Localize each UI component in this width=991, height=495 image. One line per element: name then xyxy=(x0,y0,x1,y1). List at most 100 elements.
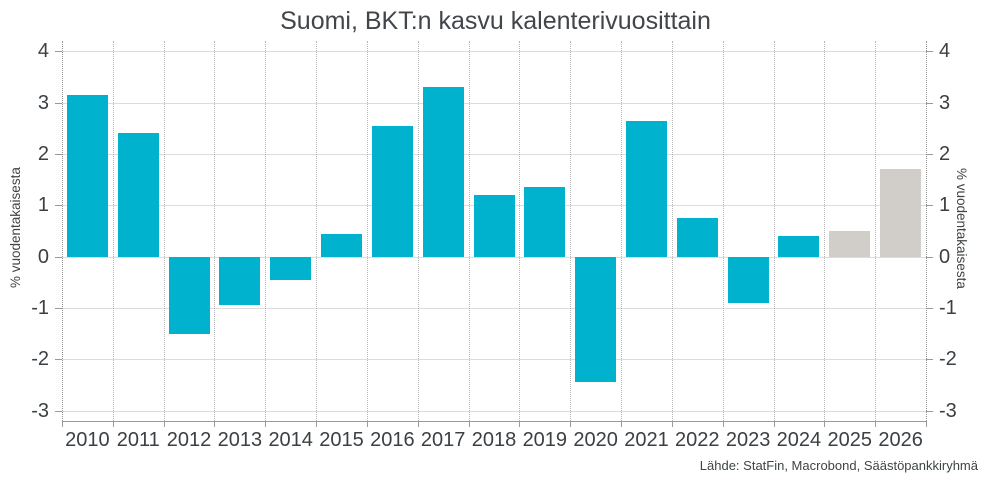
y-axis-tick-left xyxy=(55,308,62,310)
x-axis-tick xyxy=(621,421,623,427)
y-axis-tick-left xyxy=(55,102,62,104)
x-axis-tick xyxy=(112,421,114,427)
x-axis-tick xyxy=(366,421,368,427)
bar-2017 xyxy=(422,87,464,257)
h-gridline xyxy=(62,153,926,155)
y-tick-label-left: -2 xyxy=(31,348,49,371)
x-tick-label: 2011 xyxy=(116,429,160,451)
x-axis-tick xyxy=(671,421,673,427)
x-tick-label: 2014 xyxy=(268,429,313,451)
v-gridline xyxy=(112,41,114,421)
h-gridline xyxy=(62,308,926,310)
x-tick-label: 2017 xyxy=(420,429,466,451)
y-tick-label-left: 3 xyxy=(37,91,49,114)
x-tick-label: 2012 xyxy=(166,429,212,451)
bar-2013 xyxy=(219,256,261,306)
chart-title: Suomi, BKT:n kasvu kalenterivuosittain xyxy=(280,7,711,35)
y-axis-tick-left xyxy=(55,51,62,53)
y-axis-tick-left xyxy=(55,153,62,155)
x-axis-tick xyxy=(468,421,470,427)
y-tick-label-right: -3 xyxy=(939,399,957,422)
x-axis-tick xyxy=(519,421,521,427)
bar-2018 xyxy=(473,195,515,257)
x-axis-line xyxy=(62,421,927,422)
y-tick-label-right: 1 xyxy=(939,194,951,217)
x-tick-label: 2026 xyxy=(878,429,923,451)
x-tick-label: 2022 xyxy=(675,429,720,451)
y-axis-tick-left xyxy=(55,359,62,361)
y-axis-line-left xyxy=(62,41,63,421)
x-axis-tick xyxy=(722,421,724,427)
y-axis-tick-right xyxy=(926,359,933,361)
y-tick-label-left: -1 xyxy=(31,297,49,320)
x-tick-label: 2016 xyxy=(370,429,415,451)
y-tick-label-right: -1 xyxy=(939,297,957,320)
bar-2014 xyxy=(270,256,312,280)
bar-2011 xyxy=(117,133,159,257)
bar-2016 xyxy=(371,125,413,257)
y-tick-label-right: 2 xyxy=(939,142,951,165)
v-gridline xyxy=(417,41,419,421)
bar-2012 xyxy=(168,256,210,334)
y-axis-tick-right xyxy=(926,205,933,207)
v-gridline xyxy=(316,41,318,421)
bar-2024 xyxy=(778,236,820,257)
x-tick-label: 2018 xyxy=(471,429,517,451)
x-tick-label: 2020 xyxy=(573,429,618,451)
y-axis-tick-right xyxy=(926,308,933,310)
v-gridline xyxy=(773,41,775,421)
x-axis-tick xyxy=(316,421,318,427)
bar-2015 xyxy=(321,233,363,257)
source-note: Lähde: StatFin, Macrobond, Säästöpankkir… xyxy=(699,458,978,473)
y-axis-tick-left xyxy=(55,410,62,412)
x-axis-tick xyxy=(570,421,572,427)
y-tick-label-left: 4 xyxy=(37,40,49,63)
x-tick-label: 2019 xyxy=(522,429,568,451)
y-axis-tick-right xyxy=(926,102,933,104)
y-axis-tick-right xyxy=(926,51,933,53)
y-tick-label-right: 3 xyxy=(939,91,951,114)
x-axis-tick xyxy=(773,421,775,427)
v-gridline xyxy=(722,41,724,421)
y-axis-label-right: % vuodentakaisesta xyxy=(954,167,969,289)
v-gridline xyxy=(265,41,267,421)
h-gridline xyxy=(62,410,926,412)
bar-2020 xyxy=(575,256,617,383)
y-tick-label-right: 4 xyxy=(939,40,951,63)
bar-2010 xyxy=(66,94,108,257)
v-gridline xyxy=(519,41,521,421)
x-axis-tick xyxy=(417,421,419,427)
v-gridline xyxy=(570,41,572,421)
bar-2022 xyxy=(676,218,718,257)
x-axis-tick xyxy=(265,421,267,427)
v-gridline xyxy=(366,41,368,421)
y-axis-tick-right xyxy=(926,410,933,412)
v-gridline xyxy=(671,41,673,421)
bar-2023 xyxy=(727,256,769,303)
h-gridline xyxy=(62,102,926,104)
bar-2026 xyxy=(880,169,922,257)
bar-2019 xyxy=(524,187,566,257)
y-axis-tick-left xyxy=(55,205,62,207)
y-axis-tick-right xyxy=(926,256,933,258)
v-gridline xyxy=(163,41,165,421)
bar-2021 xyxy=(625,120,667,257)
h-gridline xyxy=(62,51,926,53)
x-axis-tick xyxy=(875,421,877,427)
h-gridline xyxy=(62,256,926,258)
bar-2025 xyxy=(829,231,871,257)
x-axis-tick xyxy=(926,421,927,427)
x-tick-label: 2024 xyxy=(776,429,822,451)
x-axis-tick xyxy=(62,421,63,427)
x-axis-tick xyxy=(214,421,216,427)
y-axis-line-right xyxy=(926,41,927,421)
x-axis-tick xyxy=(163,421,165,427)
y-axis-tick-left xyxy=(55,256,62,258)
y-tick-label-right: 0 xyxy=(939,245,951,268)
v-gridline xyxy=(214,41,216,421)
v-gridline xyxy=(468,41,470,421)
y-tick-label-left: -3 xyxy=(31,399,49,422)
y-tick-label-left: 2 xyxy=(37,142,49,165)
x-tick-label: 2013 xyxy=(217,429,263,451)
